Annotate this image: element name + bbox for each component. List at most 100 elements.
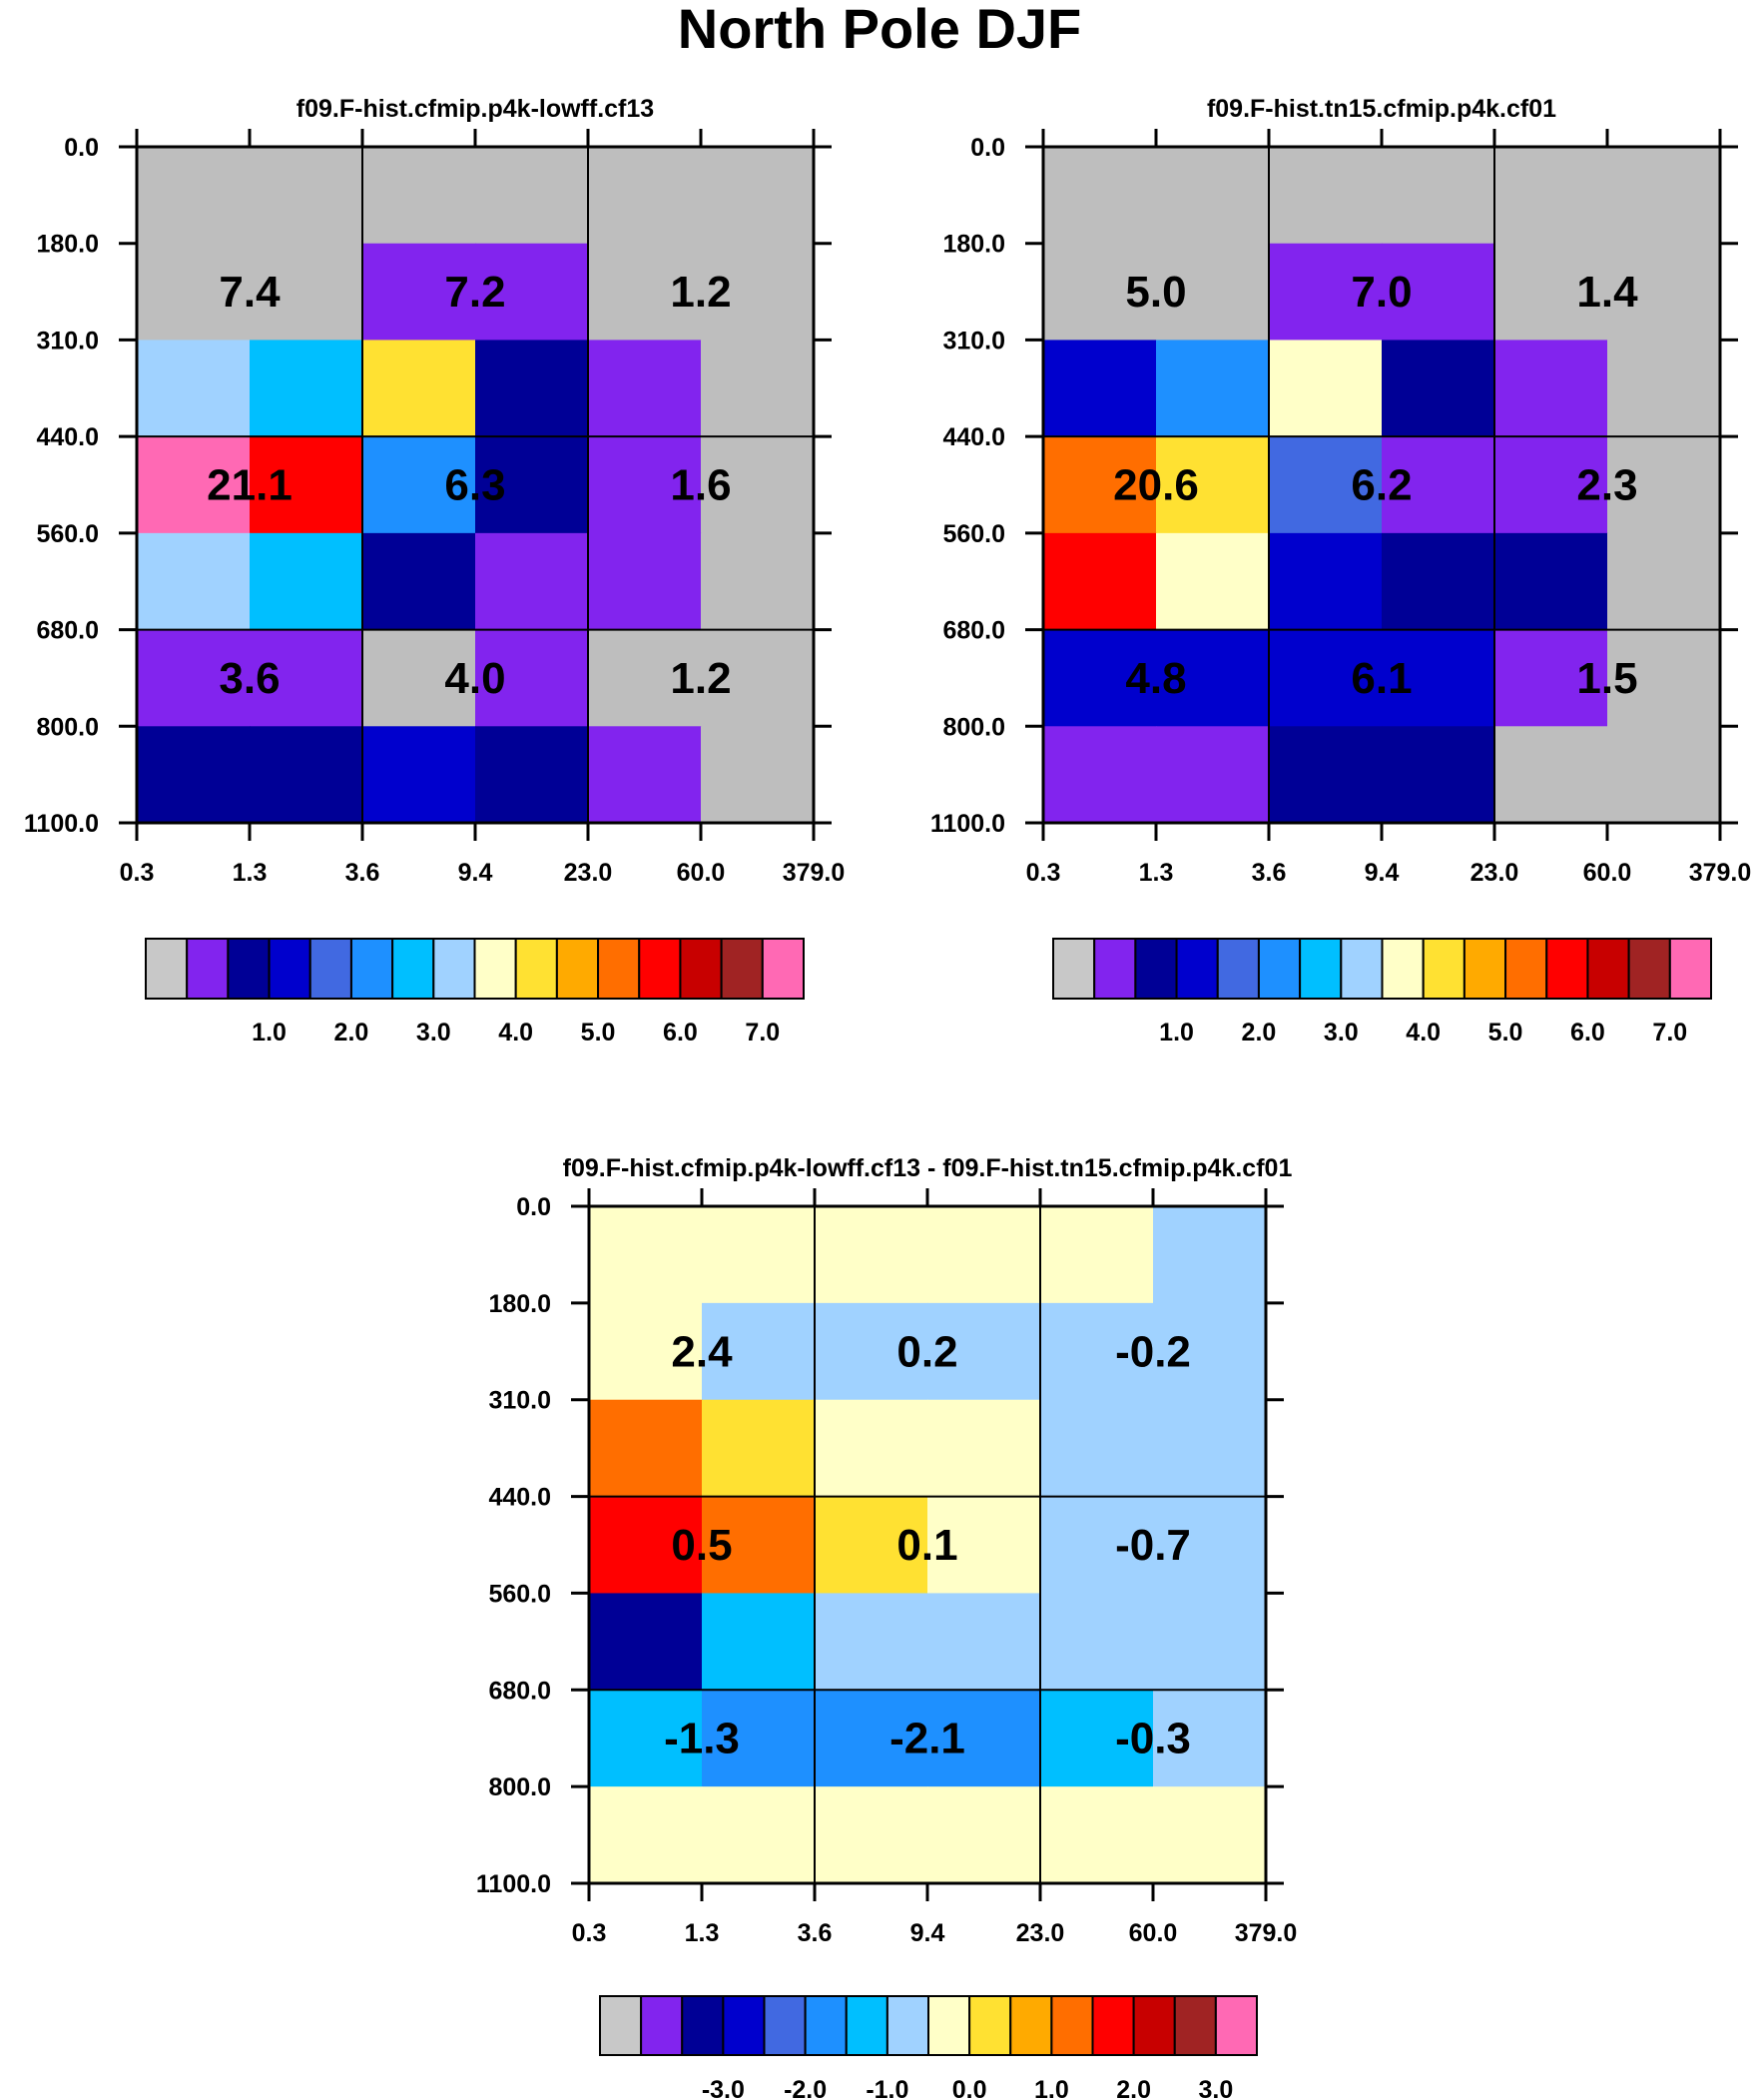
heatmap-cell xyxy=(475,340,589,437)
heatmap-cell xyxy=(1153,1496,1267,1595)
colorbar-label: 7.0 xyxy=(1652,1019,1687,1047)
x-tick-label: 1.3 xyxy=(1139,859,1174,887)
x-tick-label: 1.3 xyxy=(685,1919,720,1947)
heatmap-cell xyxy=(1040,1786,1154,1884)
colorbar-swatch xyxy=(1175,938,1219,1000)
heatmap-cell xyxy=(250,436,363,534)
heatmap-cell xyxy=(1382,532,1495,631)
heatmap-cell xyxy=(701,629,815,727)
y-tick-label: 310.0 xyxy=(942,327,1005,354)
heatmap-cell xyxy=(1382,436,1495,534)
colorbar-swatch xyxy=(681,1995,725,2056)
heatmap-cell xyxy=(702,1593,816,1691)
heatmap-cell xyxy=(1494,243,1608,342)
y-tick-label: 680.0 xyxy=(488,1677,551,1705)
y-tick-label: 800.0 xyxy=(488,1773,551,1801)
value-label: 2.3 xyxy=(1576,461,1637,510)
value-label: 7.0 xyxy=(1351,268,1412,317)
heatmap-cell xyxy=(701,436,815,534)
heatmap-cell xyxy=(927,1786,1041,1884)
x-tick-label: 23.0 xyxy=(1016,1919,1065,1947)
heatmap-cell xyxy=(702,1206,816,1304)
heatmap-cell xyxy=(1153,1206,1267,1304)
heatmap-cell xyxy=(815,1593,928,1691)
heatmap-cell xyxy=(137,340,251,437)
heatmap-cell xyxy=(1382,147,1495,245)
value-label: 4.8 xyxy=(1125,654,1186,703)
value-label: 0.2 xyxy=(896,1327,957,1376)
heatmap-cell xyxy=(1043,726,1157,824)
heatmap-cell xyxy=(475,436,589,534)
colorbar-frame xyxy=(1052,938,1712,1000)
colorbar-label: 0.0 xyxy=(952,2076,987,2100)
y-tick-label: 1100.0 xyxy=(24,810,99,838)
heatmap-cell xyxy=(362,726,476,824)
colorbar-swatch xyxy=(186,938,230,1000)
heatmap-cell xyxy=(1269,726,1383,824)
heatmap-cell xyxy=(815,1302,928,1401)
colorbar-swatch xyxy=(597,938,641,1000)
colorbar-label: 5.0 xyxy=(581,1019,616,1047)
heatmap-cell xyxy=(815,1786,928,1884)
colorbar-label: 6.0 xyxy=(663,1019,698,1047)
heatmap-cell xyxy=(588,726,702,824)
heatmap-cell xyxy=(475,147,589,245)
heatmap-cell xyxy=(927,1206,1041,1304)
colorbar-label: 1.0 xyxy=(1159,1019,1194,1047)
colorbar-swatch xyxy=(1257,938,1302,1000)
panel-title: f09.F-hist.cfmip.p4k-lowff.cf13 xyxy=(296,95,654,123)
y-tick-label: 440.0 xyxy=(36,423,99,451)
heatmap-cell xyxy=(701,243,815,342)
heatmap-cell xyxy=(1494,436,1608,534)
heatmap-cell xyxy=(1156,340,1270,437)
heatmap-cell xyxy=(362,340,476,437)
colorbar-frame xyxy=(145,938,805,1000)
colorbar-label: 4.0 xyxy=(1406,1019,1441,1047)
heatmap-cell xyxy=(702,1690,816,1787)
heatmap-cell xyxy=(1494,147,1608,245)
heatmap-cell xyxy=(927,1399,1041,1498)
colorbar-swatch xyxy=(514,938,558,1000)
x-tick-label: 3.6 xyxy=(345,859,380,887)
heatmap-cell xyxy=(137,726,251,824)
x-tick-label: 9.4 xyxy=(910,1919,945,1947)
colorbar-swatch xyxy=(1009,1995,1053,2056)
x-tick-label: 60.0 xyxy=(677,859,726,887)
heatmap-cell xyxy=(1607,436,1721,534)
colorbar-swatch xyxy=(1091,1995,1135,2056)
heatmap-cell xyxy=(702,1302,816,1401)
colorbar-label: -1.0 xyxy=(866,2076,908,2100)
colorbar-label: -3.0 xyxy=(702,2076,745,2100)
heatmap-cell xyxy=(1269,147,1383,245)
colorbar-label: 5.0 xyxy=(1488,1019,1523,1047)
x-tick-label: 23.0 xyxy=(564,859,613,887)
value-label: 0.5 xyxy=(671,1521,732,1570)
colorbar-swatch xyxy=(432,938,476,1000)
y-tick-label: 180.0 xyxy=(488,1290,551,1318)
colorbar-swatch xyxy=(268,938,311,1000)
heatmap-cell xyxy=(1269,629,1383,727)
heatmap-cell xyxy=(589,1302,703,1401)
colorbar-swatch xyxy=(640,1995,684,2056)
y-tick-label: 310.0 xyxy=(488,1387,551,1415)
x-tick-label: 3.6 xyxy=(1252,859,1287,887)
colorbar-label: 3.0 xyxy=(1324,1019,1359,1047)
heatmap-cell xyxy=(588,340,702,437)
heatmap-cell xyxy=(250,629,363,727)
heatmap-cell xyxy=(815,1690,928,1787)
x-tick-label: 0.3 xyxy=(572,1919,607,1947)
colorbar-swatch xyxy=(1093,938,1137,1000)
value-label: 1.2 xyxy=(670,268,731,317)
heatmap-cell xyxy=(1153,1690,1267,1787)
colorbar-swatch xyxy=(1052,938,1096,1000)
heatmap-cell xyxy=(475,629,589,727)
heatmap-cell xyxy=(701,726,815,824)
heatmap-cell xyxy=(475,532,589,631)
colorbar-swatch xyxy=(1134,938,1178,1000)
heatmap-cell xyxy=(1043,532,1157,631)
x-tick-label: 9.4 xyxy=(1365,859,1400,887)
heatmap-cell xyxy=(250,532,363,631)
y-tick-label: 0.0 xyxy=(516,1193,551,1221)
value-label: 6.3 xyxy=(444,461,505,510)
heatmap-cell xyxy=(1269,340,1383,437)
